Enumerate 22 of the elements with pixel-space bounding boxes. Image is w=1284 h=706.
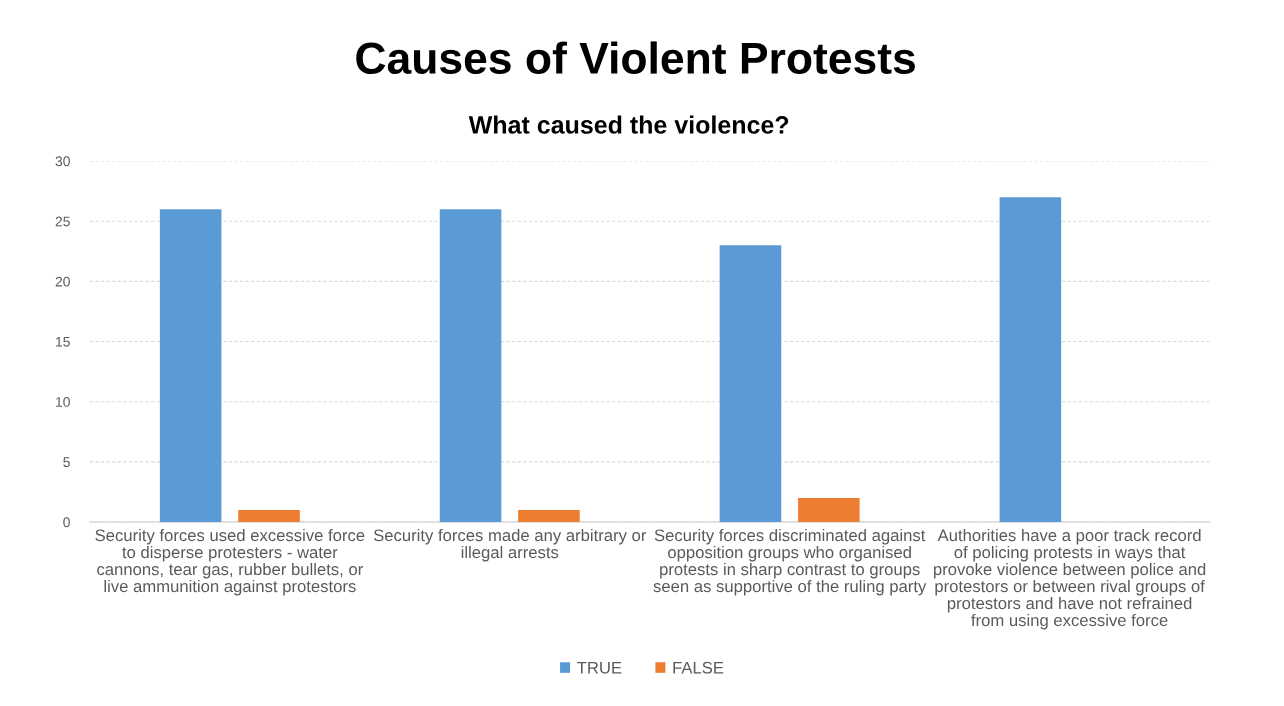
legend-label: FALSE bbox=[673, 661, 724, 674]
chart-title: Causes of Violent Protests bbox=[356, 41, 915, 75]
y-tick-label: 20 bbox=[55, 276, 70, 287]
y-tick-label: 10 bbox=[56, 397, 70, 407]
bar bbox=[719, 245, 782, 523]
bar bbox=[798, 497, 860, 523]
x-tick-label: Security forces used excessive force to disperse protesters - water cannons, tear gas, rubber bullets, or live ammunition against protestors bbox=[95, 528, 365, 596]
x-tick-label: Security forces discriminated against opposition groups who organised protests in sharp contrast to groups seen as supportive of the ruling party bbox=[653, 528, 927, 596]
x-tick-label: Security forces made any arbitrary or illegal arrests bbox=[373, 528, 647, 562]
y-tick-label: 5 bbox=[63, 457, 70, 468]
y-tick-label: 30 bbox=[55, 156, 70, 167]
bar bbox=[159, 209, 222, 523]
y-tick-label: 0 bbox=[63, 517, 70, 528]
legend-label: TRUE bbox=[577, 661, 622, 674]
bar bbox=[518, 509, 580, 523]
y-tick-label: 25 bbox=[55, 216, 70, 227]
x-tick-label: Authorities have a poor track record of policing protests in ways that provoke violence between police and protestors or between rival groups of protestors and have not refrained from using excessive force bbox=[933, 528, 1206, 630]
bar bbox=[439, 209, 502, 523]
bar bbox=[999, 197, 1062, 523]
y-tick-label: 15 bbox=[56, 337, 70, 347]
chart-subtitle: What caused the violence? bbox=[468, 115, 789, 134]
bar bbox=[238, 509, 300, 523]
